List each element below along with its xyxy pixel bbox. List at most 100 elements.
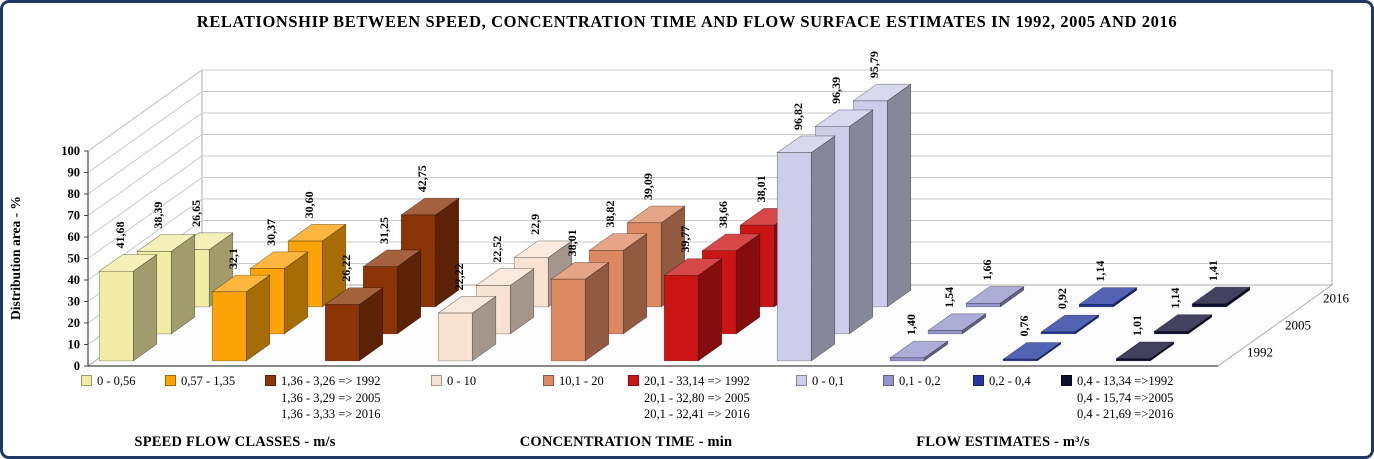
bar-2016 [1078, 287, 1138, 308]
legend-item: 0 - 10 [431, 373, 476, 390]
bar-front-face [927, 330, 963, 335]
bar-value-label: 0,76 [1017, 315, 1031, 336]
bar-front-face [1078, 304, 1114, 308]
legend-label: 20,1 - 33,14 => 1992 20,1 - 32,80 => 200… [644, 374, 750, 421]
y-tick-label: 100 [61, 144, 80, 158]
y-tick-label: 20 [68, 316, 81, 330]
legend-item: 0 - 0,56 [81, 373, 136, 390]
bar-1992 [776, 135, 836, 362]
bar-front-face [889, 357, 925, 362]
bar-front-face [211, 291, 247, 362]
legend-swatch [796, 375, 807, 386]
bar-value-label: 1,41 [1206, 260, 1220, 281]
depth-label-1992: 1992 [1247, 345, 1273, 360]
bar-value-label: 30,37 [264, 219, 278, 246]
y-tick-label: 60 [68, 230, 81, 244]
bar-value-label: 38,01 [565, 229, 579, 256]
legend-label: 0 - 0,1 [812, 374, 845, 388]
bar-front-face [437, 312, 473, 362]
legend-swatch [431, 375, 442, 386]
bar-value-label: 26,65 [189, 200, 203, 227]
depth-label-2005: 2005 [1285, 318, 1311, 333]
legend-item: 0 - 0,1 [796, 373, 844, 390]
bar-1992 [889, 340, 949, 362]
bar-front-face [550, 278, 586, 362]
bar-2016 [1191, 286, 1251, 308]
bar-front-face [1153, 331, 1189, 335]
group-label-speed-flow-classes: SPEED FLOW CLASSES - m/s [134, 434, 336, 450]
legend-item: 10,1 - 20 [543, 373, 604, 390]
chart-title: RELATIONSHIP BETWEEN SPEED, CONCENTRATIO… [196, 12, 1178, 31]
legend-label: 1,36 - 3,26 => 1992 1,36 - 3,29 => 2005 … [281, 374, 381, 421]
legend: 0 - 0,56 0,57 - 1,35 1,36 - 3,26 => 1992 1… [3, 3, 1371, 456]
legend-item: 0,4 - 13,34 =>1992 0,4 - 15,74 =>2005 0,… [1061, 373, 1173, 423]
grid-line [87, 69, 1332, 152]
bar-front-face [776, 152, 812, 362]
bar-value-label: 1,54 [942, 287, 956, 308]
legend-swatch [1061, 375, 1072, 386]
bar-value-label: 1,40 [904, 314, 918, 335]
y-tick-label: 30 [68, 295, 81, 309]
bar-value-label: 30,60 [302, 191, 316, 218]
bar-front-face [98, 270, 134, 362]
bar-value-label: 42,75 [415, 165, 429, 192]
bar-front-face [1115, 358, 1151, 362]
y-tick-label: 50 [68, 252, 81, 266]
grid-line [87, 134, 1332, 216]
y-tick-label: 90 [68, 166, 81, 180]
bar-value-label: 38,82 [603, 201, 617, 228]
group-label-flow-estimates: FLOW ESTIMATES - m³/s [916, 434, 1090, 450]
bar-value-label: 39,77 [678, 226, 692, 253]
bar-1992 [663, 258, 723, 362]
bar-front-face [663, 275, 699, 362]
legend-swatch [165, 375, 176, 386]
bar-1992 [98, 253, 158, 362]
legend-label: 10,1 - 20 [559, 374, 604, 388]
bar-value-label: 22,9 [528, 214, 542, 235]
bar-front-face [1191, 303, 1227, 308]
legend-label: 0 - 10 [447, 374, 477, 388]
legend-label: 0,1 - 0,2 [899, 374, 941, 388]
y-tick-label: 40 [68, 273, 81, 287]
legend-swatch [883, 375, 894, 386]
bar-value-label: 32,1 [226, 248, 240, 269]
legend-label: 0,2 - 0,4 [989, 374, 1031, 388]
legend-swatch [265, 375, 276, 386]
grid-line [87, 198, 1332, 281]
y-tick-label: 80 [68, 187, 81, 201]
y-tick-label: 0 [74, 359, 80, 373]
bar-value-label: 1,14 [1168, 288, 1182, 309]
legend-item: 0,1 - 0,2 [883, 373, 941, 390]
bar-value-label: 38,39 [151, 202, 165, 229]
bar-front-face [324, 304, 360, 362]
legend-item: 0,57 - 1,35 [165, 373, 235, 390]
grid-line [87, 155, 1332, 238]
legend-swatch [543, 375, 554, 386]
bar-1992 [1115, 341, 1175, 362]
chart-axes: 0 10 20 30 40 50 60 70 80 90 100 1992 2005 2016 [61, 144, 1349, 373]
bar-2005 [1153, 314, 1213, 335]
bar-value-label: 96,39 [829, 77, 843, 104]
bar-1992 [324, 287, 384, 362]
bar-value-label: 26,22 [339, 255, 353, 282]
legend-swatch [81, 375, 92, 386]
bar-value-label: 96,82 [791, 103, 805, 130]
bar-front-face [1040, 331, 1076, 335]
bar-value-label: 1,01 [1130, 315, 1144, 336]
bar-value-label: 95,79 [867, 51, 881, 78]
grid-line [87, 177, 1332, 259]
legend-label: 0,57 - 1,35 [181, 374, 236, 388]
bar-value-label: 41,68 [113, 222, 127, 249]
bar-value-label: 0,92 [1055, 288, 1069, 309]
bar-2016 [965, 285, 1025, 308]
bar-2005 [927, 313, 987, 335]
legend-item: 0,2 - 0,4 [973, 373, 1031, 390]
bar-value-label: 22,22 [452, 263, 466, 290]
legend-swatch [628, 375, 639, 386]
legend-swatch [973, 375, 984, 386]
bar-1992 [437, 295, 497, 362]
bar-value-label: 39,09 [641, 173, 655, 200]
legend-item: 20,1 - 33,14 => 1992 20,1 - 32,80 => 200… [628, 373, 750, 423]
bar-value-label: 38,01 [754, 175, 768, 202]
